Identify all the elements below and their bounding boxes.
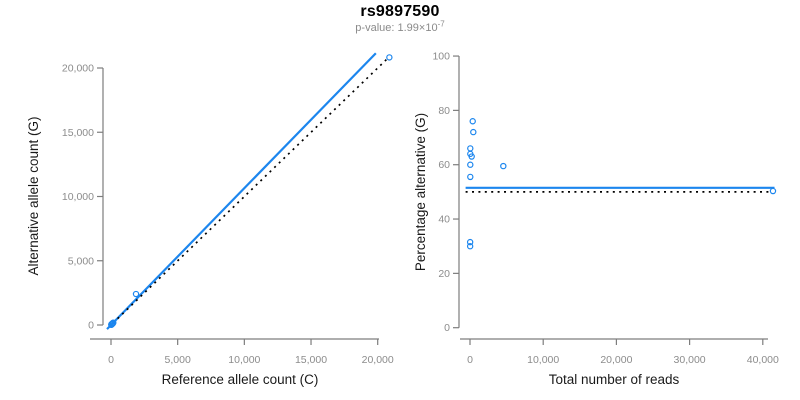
left-data-point	[108, 321, 115, 328]
left-data-point	[110, 319, 117, 326]
right-x-tick-label: 40,000	[747, 354, 779, 366]
right-data-point	[468, 153, 475, 160]
left-x-tick-label: 10,000	[228, 354, 260, 366]
left-y-tick-label: 5,000	[68, 255, 94, 267]
plot-title: rs9897590	[360, 3, 440, 20]
right-x-tick-label: 10,000	[527, 354, 559, 366]
right-y-tick-label: 60	[438, 159, 450, 171]
left-y-tick-label: 0	[88, 320, 94, 332]
right-y-tick-label: 20	[438, 268, 450, 280]
right-data-point	[470, 128, 477, 136]
right-y-axis-title: Percentage alternative (G)	[413, 113, 428, 271]
right-data-point	[500, 162, 507, 170]
left-y-axis-title: Alternative allele count (G)	[26, 116, 41, 275]
right-x-axis-title: Total number of reads	[549, 372, 680, 387]
left-fit-line	[106, 52, 377, 330]
left-y-tick-label: 15,000	[62, 127, 94, 139]
right-data-point	[466, 243, 474, 250]
left-x-tick-label: 20,000	[362, 354, 394, 366]
right-y-tick-label: 80	[438, 105, 450, 117]
right-x-tick-label: 20,000	[600, 354, 632, 366]
left-y-tick-label: 20,000	[62, 63, 94, 75]
right-data-point	[466, 238, 474, 246]
left-x-tick-label: 0	[108, 354, 114, 366]
left-x-tick-label: 5,000	[165, 354, 191, 366]
right-data-point	[467, 173, 474, 181]
right-y-tick-label: 40	[438, 214, 450, 226]
right-x-tick-label: 0	[467, 354, 473, 366]
right-x-tick-label: 30,000	[674, 354, 706, 366]
p-value-exponent: -7	[437, 19, 445, 29]
p-value-text: p-value: 1.99×10	[355, 22, 438, 34]
right-y-tick-label: 0	[444, 322, 450, 334]
plot-subtitle: p-value: 1.99×10-7	[0, 19, 800, 34]
left-y-tick-label: 10,000	[62, 191, 94, 203]
left-identity-line	[112, 56, 390, 324]
right-data-point	[769, 187, 777, 195]
left-data-point	[386, 54, 393, 61]
right-data-point	[469, 118, 476, 125]
left-x-tick-label: 15,000	[295, 354, 327, 366]
right-y-tick-label: 100	[432, 51, 450, 63]
left-x-axis-title: Reference allele count (C)	[162, 372, 319, 387]
left-data-point	[132, 290, 140, 298]
right-data-point	[467, 145, 474, 152]
right-data-point	[467, 161, 474, 168]
